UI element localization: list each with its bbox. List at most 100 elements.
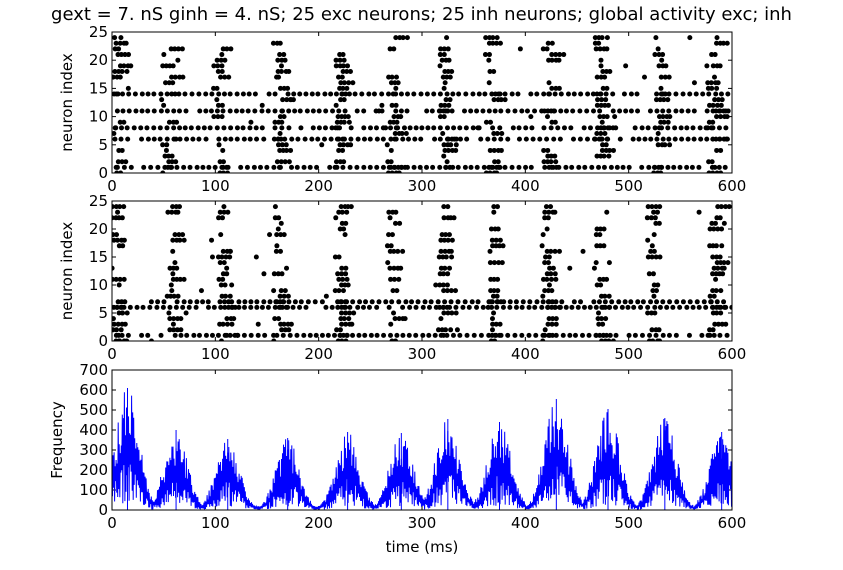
spike-dot xyxy=(477,92,482,97)
spike-dot xyxy=(222,92,227,97)
spike-dot xyxy=(344,333,349,338)
spike-dot xyxy=(518,46,523,51)
spike-dot xyxy=(652,249,657,254)
spike-dot xyxy=(342,316,347,321)
x-tick-label: 0 xyxy=(107,345,117,363)
x-tick-label: 200 xyxy=(304,177,333,195)
spike-dot xyxy=(597,299,602,304)
spike-dot xyxy=(547,333,552,338)
spike-dot xyxy=(517,137,522,142)
spike-dot xyxy=(582,165,587,170)
spike-dot xyxy=(258,165,263,170)
spike-dot xyxy=(650,243,655,248)
spike-dot xyxy=(229,299,234,304)
spike-dot xyxy=(141,305,146,310)
y-tick-label: 700 xyxy=(79,361,108,379)
spike-dot xyxy=(114,232,119,237)
spike-dot xyxy=(330,305,335,310)
spike-dot xyxy=(602,294,607,299)
spike-dot xyxy=(606,154,611,159)
spike-dot xyxy=(705,108,710,113)
spike-dot xyxy=(208,125,213,130)
spike-dot xyxy=(494,305,499,310)
spike-dot xyxy=(121,204,126,209)
spike-dot xyxy=(623,63,628,68)
spike-dot xyxy=(503,97,508,102)
spike-dot xyxy=(653,215,658,220)
x-tick-label: 600 xyxy=(718,514,747,532)
spike-dot xyxy=(576,305,581,310)
spike-dot xyxy=(116,46,121,51)
spike-dot xyxy=(248,120,253,125)
spike-dot xyxy=(283,288,288,293)
spike-dot xyxy=(568,125,573,130)
spike-dot xyxy=(349,204,354,209)
spike-dot xyxy=(166,311,171,316)
spike-dot xyxy=(173,333,178,338)
y-tick-label: 20 xyxy=(89,51,108,69)
spike-dot xyxy=(279,63,284,68)
spike-dot xyxy=(600,35,605,40)
spike-dot xyxy=(120,92,125,97)
spike-dot xyxy=(444,35,449,40)
spike-dot xyxy=(194,305,199,310)
spike-dot xyxy=(712,75,717,80)
spike-dot xyxy=(347,92,352,97)
spike-dot xyxy=(281,333,286,338)
spike-dot xyxy=(445,125,450,130)
spike-dot xyxy=(310,92,315,97)
spike-dot xyxy=(412,137,417,142)
spike-dot xyxy=(298,125,303,130)
spike-dot xyxy=(544,137,549,142)
spike-dot xyxy=(526,333,531,338)
spike-dot xyxy=(341,52,346,57)
spike-dot xyxy=(228,46,233,51)
spike-dot xyxy=(200,299,205,304)
spike-dot xyxy=(561,333,566,338)
spike-dot xyxy=(281,299,286,304)
spike-dot xyxy=(369,333,374,338)
spike-dot xyxy=(235,333,240,338)
spike-dot xyxy=(175,210,180,215)
spike-dot xyxy=(393,86,398,91)
spike-dot xyxy=(228,249,233,254)
spike-dot xyxy=(170,154,175,159)
spike-dot xyxy=(248,305,253,310)
spike-dot xyxy=(278,41,283,46)
spike-dot xyxy=(256,322,261,327)
spike-dot xyxy=(442,86,447,91)
spike-dot xyxy=(478,137,483,142)
spike-dot xyxy=(607,125,612,130)
spike-dot xyxy=(125,125,130,130)
spike-dot xyxy=(654,288,659,293)
spike-dot xyxy=(409,299,414,304)
spike-dot xyxy=(283,58,288,63)
spike-dot xyxy=(336,108,341,113)
spike-dot xyxy=(634,92,639,97)
spike-dot xyxy=(725,41,730,46)
spike-dot xyxy=(600,120,605,125)
spike-dot xyxy=(308,165,313,170)
spike-dot xyxy=(120,311,125,316)
spike-dot xyxy=(711,327,716,332)
y-tick-label: 20 xyxy=(89,220,108,238)
spike-dot xyxy=(446,46,451,51)
spike-dot xyxy=(323,108,328,113)
spike-dot xyxy=(532,108,537,113)
spike-dot xyxy=(288,148,293,153)
spike-dot xyxy=(457,333,462,338)
spike-dot xyxy=(418,137,423,142)
spike-dot xyxy=(687,35,692,40)
spike-dot xyxy=(342,137,347,142)
spike-dot xyxy=(273,204,278,209)
spike-dot xyxy=(202,125,207,130)
spike-dot xyxy=(216,137,221,142)
spike-dot xyxy=(653,125,658,130)
spike-dot xyxy=(228,108,233,113)
spike-dot xyxy=(659,165,664,170)
spike-dot xyxy=(348,137,353,142)
spike-dot xyxy=(614,333,619,338)
spike-dot xyxy=(139,137,144,142)
spike-dot xyxy=(598,58,603,63)
spike-dot xyxy=(445,137,450,142)
